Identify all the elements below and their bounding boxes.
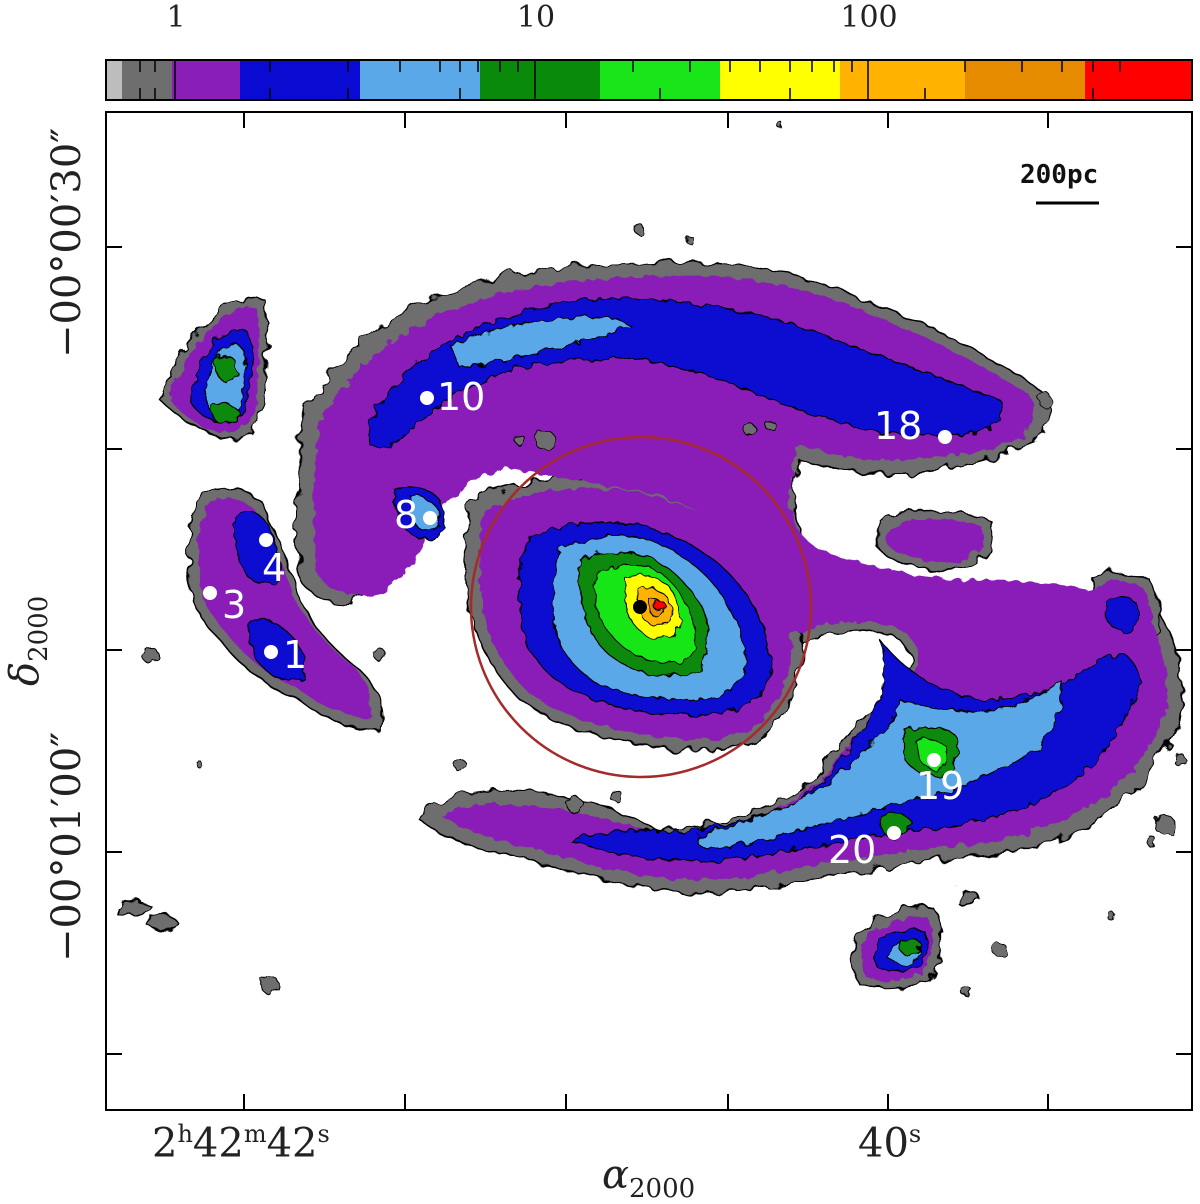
colorbar (105, 59, 1193, 101)
x-axis-title: α2000 (602, 1152, 696, 1204)
ra-tick-label-40s: 40s (858, 1120, 922, 1167)
scale-bar-label: 200pc (1020, 160, 1099, 190)
y-axis-title: δ2000 (2, 595, 54, 686)
colorbar-tick-label-10: 10 (516, 0, 556, 35)
source-label-18: 18 (874, 404, 923, 448)
source-18-marker (938, 430, 952, 444)
source-19-marker (927, 753, 941, 767)
source-4-marker (259, 533, 273, 547)
nuclear-region-circle (469, 435, 813, 779)
source-10-marker (420, 391, 434, 405)
dec-tick-label-30: −00°00′30″ (44, 127, 90, 358)
ra-tick-label-42s: 2h42m42s (152, 1120, 330, 1167)
dec-tick-label-60: −00°01′00″ (44, 731, 90, 962)
source-8-marker (423, 511, 437, 525)
source-label-1: 1 (283, 633, 308, 677)
source-label-4: 4 (262, 546, 287, 590)
source-label-19: 19 (916, 764, 965, 808)
source-3-marker (203, 586, 217, 600)
source-label-20: 20 (828, 828, 877, 872)
source-20-marker (887, 826, 901, 840)
colorbar-tick-label-100: 100 (840, 0, 898, 35)
axis-ticks (106, 112, 1192, 1110)
source-label-8: 8 (394, 493, 419, 537)
colorbar-tick-label-1: 1 (166, 0, 186, 35)
emission-map (114, 121, 1187, 996)
source-label-3: 3 (222, 583, 247, 627)
source-1-marker (264, 645, 278, 659)
nucleus-marker (633, 600, 647, 614)
source-label-10: 10 (437, 375, 486, 419)
